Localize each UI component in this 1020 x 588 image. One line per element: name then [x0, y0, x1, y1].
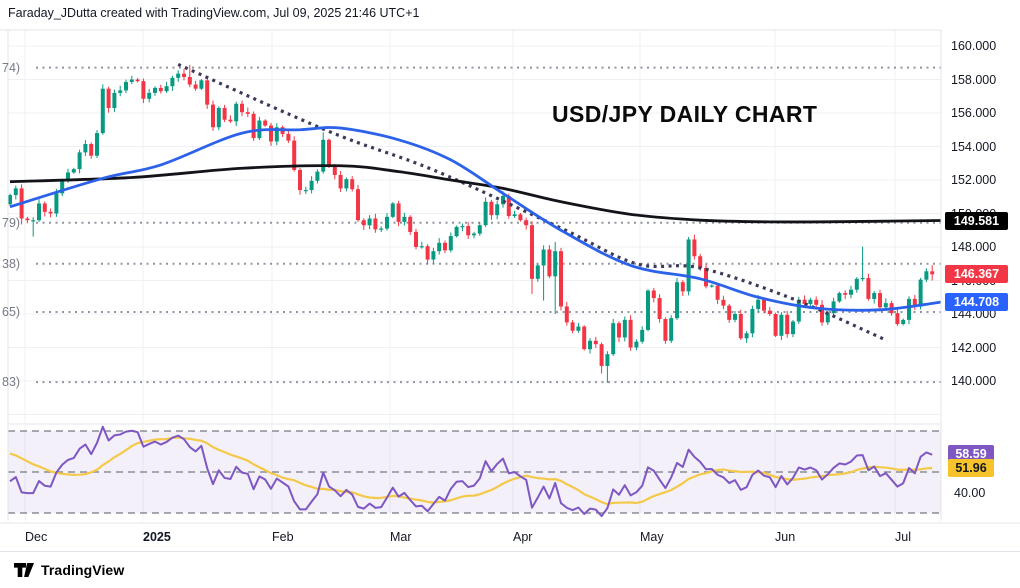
time-tick-label: Jul	[895, 529, 911, 544]
ma-slow-line[interactable]	[9, 164, 941, 224]
trendline[interactable]	[177, 62, 887, 342]
time-tick-label: Feb	[272, 529, 294, 544]
time-tick-label: 2025	[143, 529, 171, 544]
rsi-value-label: 58.59	[948, 445, 994, 464]
tradingview-wordmark: TradingView	[41, 562, 125, 578]
price-tick-label: 140.000	[951, 373, 997, 388]
rsi-band	[8, 431, 941, 513]
ma-fast-line[interactable]	[9, 126, 941, 312]
level-label: 38)	[2, 256, 21, 271]
rsi-ma-value-label: 51.96	[948, 458, 994, 477]
last-price-label: 146.367	[945, 265, 1008, 284]
level-label: 65)	[2, 304, 21, 319]
rsi-tick-label: 40.00	[954, 485, 986, 500]
tradingview-logo[interactable]: TradingView	[14, 562, 124, 578]
time-tick-label: May	[640, 529, 664, 544]
price-tick-label: 148.000	[951, 239, 997, 254]
price-tick-label: 156.000	[951, 105, 997, 120]
time-tick-label: Mar	[390, 529, 412, 544]
candle-series	[8, 64, 935, 383]
ma-slow-price-label: 149.581	[945, 211, 1008, 230]
price-tick-label: 142.000	[951, 340, 997, 355]
attribution-text: Faraday_JDutta created with TradingView.…	[8, 6, 420, 20]
rsi-line[interactable]	[9, 425, 933, 518]
rsi-ma-line[interactable]	[9, 436, 933, 506]
level-label: 79)	[2, 215, 21, 230]
time-tick-label: Jun	[775, 529, 796, 544]
ma-fast-price-label: 144.708	[945, 293, 1008, 312]
price-tick-label: 152.000	[951, 172, 997, 187]
chart-title: USD/JPY DAILY CHART	[552, 101, 818, 127]
level-label: 83)	[2, 374, 21, 389]
price-tick-label: 154.000	[951, 139, 997, 154]
time-tick-label: Dec	[25, 529, 48, 544]
level-label: 74)	[2, 60, 21, 75]
price-tick-label: 158.000	[951, 72, 997, 87]
price-tick-label: 160.000	[951, 38, 997, 53]
tradingview-icon	[14, 563, 34, 577]
time-tick-label: Apr	[513, 529, 533, 544]
